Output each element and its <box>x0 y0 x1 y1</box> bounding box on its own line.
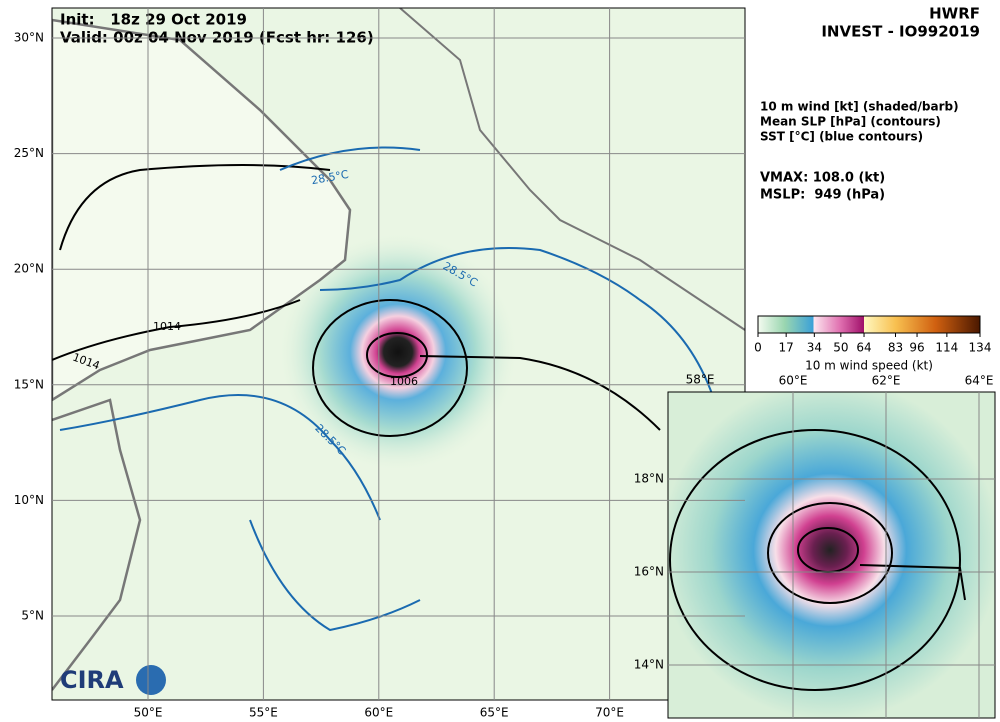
inset-lon-label: 64°E <box>965 374 994 388</box>
lat-label: 5°N <box>21 609 44 623</box>
colorbar-tick-label: 50 <box>833 341 848 355</box>
contour-label: 1006 <box>390 375 418 388</box>
lat-label: 15°N <box>14 377 44 391</box>
lat-label: 25°N <box>14 146 44 160</box>
logo-text: CIRA <box>60 666 124 694</box>
colorbar-tick-label: 134 <box>969 341 992 355</box>
colorbar-tick-label: 0 <box>754 341 762 355</box>
logo-icon <box>136 665 166 695</box>
init-time: Init: 18z 29 Oct 2019 <box>60 11 247 29</box>
lon-label: 65°E <box>480 706 509 720</box>
inset-lat-label: 14°N <box>634 658 664 672</box>
inset-lat-label: 18°N <box>634 472 664 486</box>
inset-lon-label: 62°E <box>872 374 901 388</box>
mslp: MSLP: 949 (hPa) <box>760 188 885 203</box>
colorbar-tick-label: 114 <box>935 341 958 355</box>
lon-label: 55°E <box>249 706 278 720</box>
legend-line: SST [°C] (blue contours) <box>760 130 923 144</box>
lon-label: 50°E <box>134 706 163 720</box>
legend-line: 10 m wind [kt] (shaded/barb) <box>760 100 959 114</box>
lat-label: 10°N <box>14 493 44 507</box>
colorbar-tick-label: 96 <box>909 341 924 355</box>
model-name: HWRF <box>929 5 980 23</box>
lon-label: 60°E <box>364 706 393 720</box>
inset-frame <box>667 391 996 719</box>
lon-label: 70°E <box>595 706 624 720</box>
inset-map <box>668 392 995 718</box>
inset-lat-label: 16°N <box>634 565 664 579</box>
legend-line: Mean SLP [hPa] (contours) <box>760 115 941 129</box>
storm-name: INVEST - IO992019 <box>821 23 980 41</box>
contour-label: 1014 <box>153 320 181 333</box>
inset-lon-label: 60°E <box>779 374 808 388</box>
colorbar-tick-label: 17 <box>779 341 794 355</box>
lat-label: 20°N <box>14 262 44 276</box>
colorbar-tick-label: 34 <box>807 341 822 355</box>
inset-lon-label: 58°E <box>686 373 715 387</box>
colorbar-tick-label: 64 <box>856 341 871 355</box>
colorbar-label: 10 m wind speed (kt) <box>805 359 933 373</box>
contour-label: 28.5°C <box>310 168 350 187</box>
lat-label: 30°N <box>14 31 44 45</box>
colorbar <box>757 315 981 334</box>
main-map <box>52 8 745 700</box>
vmax: VMAX: 108.0 (kt) <box>760 171 885 186</box>
colorbar-tick-label: 83 <box>888 341 903 355</box>
main-frame <box>51 7 746 701</box>
logo: CIRA <box>60 665 166 695</box>
